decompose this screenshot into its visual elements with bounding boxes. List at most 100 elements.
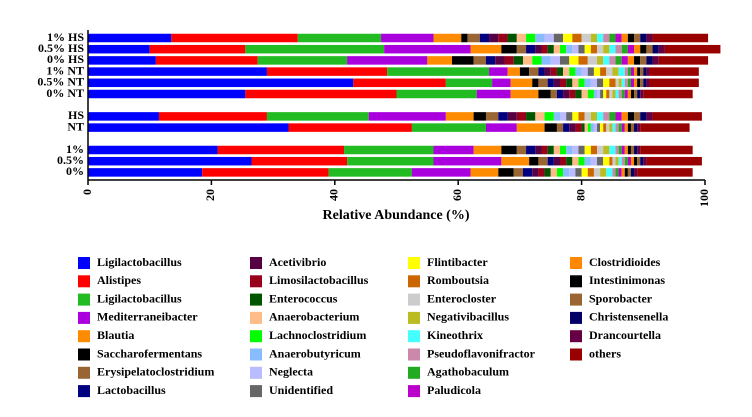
bar-segment bbox=[627, 67, 631, 76]
y-tick-label: HS bbox=[68, 108, 84, 122]
bar-segment bbox=[615, 78, 619, 88]
bar-segment bbox=[646, 78, 650, 88]
bar-segment bbox=[538, 89, 551, 99]
bar-segment bbox=[618, 123, 622, 132]
bar-segment bbox=[88, 44, 150, 54]
bar-segment bbox=[411, 168, 471, 177]
bar-segment bbox=[547, 156, 554, 166]
legend-label: Erysipelatoclostridium bbox=[97, 365, 214, 379]
y-tick-label: 0.5% HS bbox=[38, 41, 84, 55]
legend-swatch bbox=[250, 385, 262, 398]
bar-segment bbox=[553, 145, 561, 155]
bar-segment bbox=[621, 89, 625, 99]
bar-segment bbox=[572, 78, 579, 88]
bar-segment bbox=[581, 89, 588, 99]
bar-segment bbox=[563, 123, 570, 132]
bar-segment bbox=[634, 145, 638, 155]
bar-segment bbox=[609, 78, 616, 88]
bar-segment bbox=[541, 44, 548, 54]
legend-label: Lachnoclostridium bbox=[269, 328, 366, 342]
bar-segment bbox=[634, 56, 641, 65]
bar-segment bbox=[516, 33, 527, 43]
bar-segment bbox=[88, 78, 354, 88]
legend-label: Alistipes bbox=[97, 273, 141, 287]
y-tick-label: 0% NT bbox=[46, 86, 84, 100]
bar-segment bbox=[597, 44, 604, 54]
legend-swatch bbox=[250, 293, 262, 306]
bar-segment bbox=[541, 56, 551, 65]
bar-segment bbox=[658, 56, 709, 65]
bar-segment bbox=[621, 168, 625, 177]
bar-segment bbox=[553, 33, 564, 43]
bar-segment bbox=[618, 145, 622, 155]
bar-segment bbox=[532, 168, 539, 177]
bar-segment bbox=[513, 168, 523, 177]
bar-segment bbox=[519, 67, 530, 76]
bar-segment bbox=[572, 145, 579, 155]
bar-segment bbox=[584, 44, 591, 54]
bar-segment bbox=[498, 168, 514, 177]
bar-segment bbox=[581, 123, 585, 132]
bar-segment bbox=[347, 156, 434, 166]
bar-segment bbox=[344, 145, 434, 155]
bar-segment bbox=[603, 56, 610, 65]
bar-segment bbox=[535, 33, 545, 43]
bar-segment bbox=[618, 89, 622, 99]
bar-segment bbox=[606, 89, 610, 99]
bar-segment bbox=[643, 78, 647, 88]
bar-segment bbox=[485, 56, 496, 65]
legend-label: Anaerobutyricum bbox=[269, 346, 361, 360]
bar-segment bbox=[637, 123, 641, 132]
bar-segment bbox=[507, 112, 517, 121]
bar-segment bbox=[541, 145, 548, 155]
bar-segment bbox=[452, 56, 474, 65]
legend-swatch bbox=[570, 348, 582, 361]
bar-segment bbox=[384, 44, 471, 54]
legend-label: Clostridioides bbox=[589, 255, 661, 269]
bar-segment bbox=[529, 156, 539, 166]
bar-segment bbox=[612, 123, 616, 132]
bar-segment bbox=[88, 112, 159, 121]
bar-segment bbox=[489, 67, 508, 76]
bar-segment bbox=[569, 89, 576, 99]
bar-segment bbox=[513, 56, 523, 65]
bar-segment bbox=[507, 33, 517, 43]
bar-segment bbox=[584, 112, 591, 121]
bar-segment bbox=[624, 78, 628, 88]
bar-segment bbox=[652, 33, 709, 43]
bar-segment bbox=[470, 168, 499, 177]
bar-segment bbox=[473, 112, 486, 121]
bar-segment bbox=[627, 145, 631, 155]
bar-segment bbox=[251, 156, 348, 166]
bar-segment bbox=[544, 33, 554, 43]
legend-label: Sporobacter bbox=[589, 291, 653, 305]
bar-segment bbox=[618, 67, 625, 76]
bar-segment bbox=[556, 123, 564, 132]
bar-segment bbox=[624, 89, 628, 99]
bar-segment bbox=[217, 145, 345, 155]
bar-segment bbox=[646, 67, 650, 76]
bar-segment bbox=[590, 156, 598, 166]
y-tick-label: 1% bbox=[66, 142, 84, 156]
bar-segment bbox=[498, 33, 508, 43]
bar-segment bbox=[606, 168, 613, 177]
bar-segment bbox=[158, 112, 267, 121]
bar-segment bbox=[501, 156, 530, 166]
bar-segment bbox=[445, 78, 493, 88]
y-tick-label: 1% NT bbox=[46, 63, 84, 77]
bar-segment bbox=[603, 123, 607, 132]
bar-segment bbox=[587, 123, 591, 132]
bar-segment bbox=[88, 67, 267, 76]
bar-segment bbox=[529, 67, 539, 76]
bar-segment bbox=[609, 112, 616, 121]
bar-segment bbox=[492, 78, 511, 88]
bar-segment bbox=[575, 67, 582, 76]
bar-segment bbox=[634, 123, 638, 132]
bar-segment bbox=[637, 168, 693, 177]
bar-segment bbox=[88, 123, 289, 132]
bar-segment bbox=[526, 112, 536, 121]
x-tick-label: 60 bbox=[450, 189, 464, 201]
bar-segment bbox=[266, 112, 369, 121]
bar-segment bbox=[658, 44, 665, 54]
bar-segment bbox=[597, 156, 604, 166]
